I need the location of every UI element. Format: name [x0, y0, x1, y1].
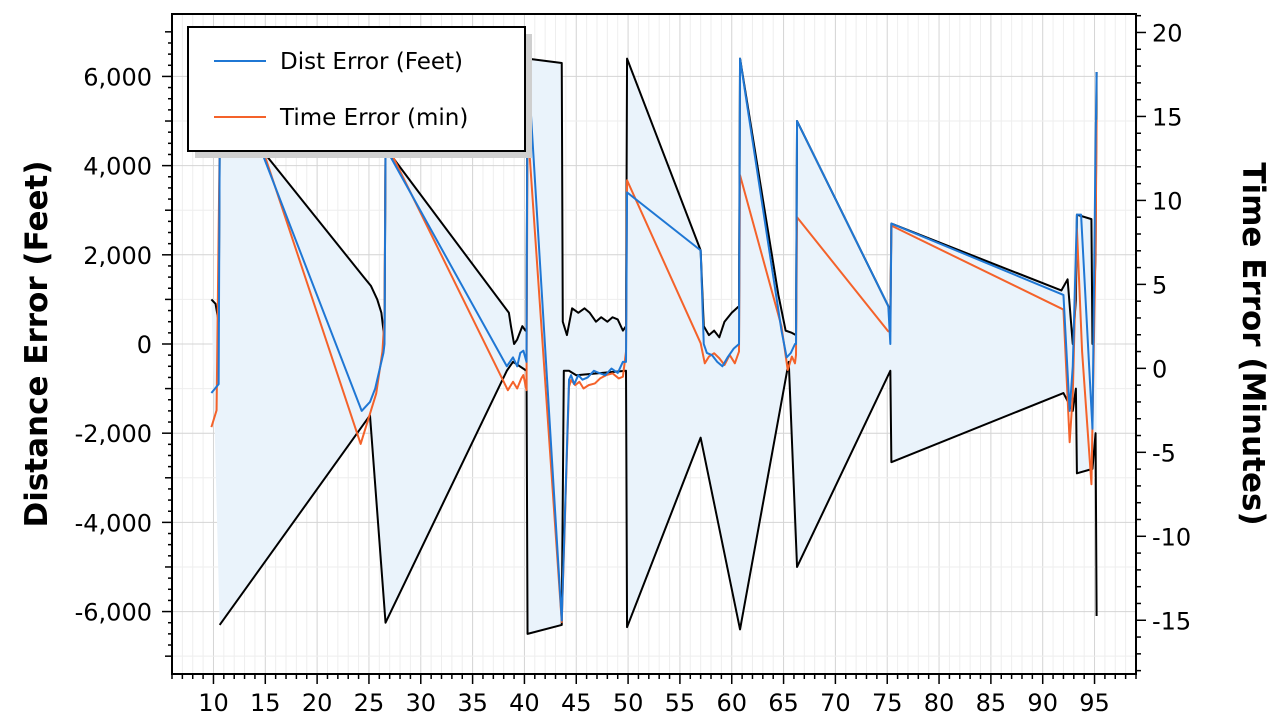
legend-label-time-error: Time Error (min)	[279, 105, 468, 131]
y-tick-label: -4,000	[75, 509, 152, 537]
x-tick-label: 40	[509, 689, 540, 717]
x-tick-label: 50	[613, 689, 644, 717]
right-axis-title: Time Error (Minutes)	[1235, 162, 1271, 525]
left-axis-title: Distance Error (Feet)	[19, 160, 55, 527]
x-tick-label: 65	[768, 689, 799, 717]
error-band-fill	[211, 58, 1097, 634]
y2-tick-label: -15	[1152, 607, 1191, 635]
x-tick-label: 55	[665, 689, 696, 717]
y2-tick-label: 20	[1152, 19, 1183, 47]
series-layer	[210, 57, 1098, 623]
y2-tick-label: 0	[1152, 355, 1167, 383]
x-tick-label: 80	[924, 689, 955, 717]
axis-layer: 10 15 20 25 30 35 40 45 50 55 60 65 70 75 80 85 90 956,00…	[75, 14, 1191, 717]
series-line-dist-error	[210, 57, 1098, 622]
legend: Dist Error (Feet) Time Error (min)	[187, 26, 532, 158]
y-tick-label: -2,000	[75, 420, 152, 448]
x-tick-label: 20	[302, 689, 333, 717]
x-tick-label: 95	[1079, 689, 1110, 717]
y-tick-label: 4,000	[83, 153, 152, 181]
x-tick-label: 15	[250, 689, 281, 717]
legend-box	[187, 26, 526, 152]
y-tick-label: -6,000	[75, 599, 152, 627]
x-tick-label: 90	[1027, 689, 1058, 717]
y-tick-label: 2,000	[83, 242, 152, 270]
x-tick-label: 85	[976, 689, 1007, 717]
y-tick-label: 6,000	[83, 63, 152, 91]
y-tick-label: 0	[137, 331, 152, 359]
legend-label-dist-error: Dist Error (Feet)	[280, 49, 463, 75]
y2-tick-label: -10	[1152, 523, 1191, 551]
y2-tick-label: -5	[1152, 439, 1176, 467]
x-tick-label: 35	[457, 689, 488, 717]
x-tick-label: 45	[561, 689, 592, 717]
x-tick-label: 60	[716, 689, 747, 717]
y2-tick-label: 10	[1152, 187, 1183, 215]
x-tick-label: 70	[820, 689, 851, 717]
x-tick-label: 25	[354, 689, 385, 717]
y2-tick-label: 5	[1152, 271, 1167, 299]
y2-tick-label: 15	[1152, 103, 1183, 131]
x-tick-label: 30	[406, 689, 437, 717]
x-tick-label: 10	[198, 689, 229, 717]
x-tick-label: 75	[872, 689, 903, 717]
